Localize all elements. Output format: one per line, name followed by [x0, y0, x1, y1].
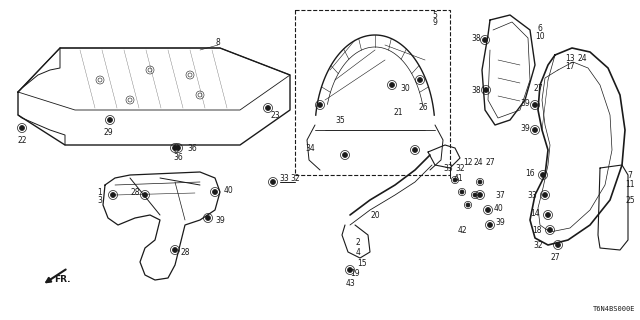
Text: 35: 35: [335, 116, 345, 124]
Text: 34: 34: [305, 143, 315, 153]
Text: FR.: FR.: [54, 276, 70, 284]
Text: 40: 40: [223, 186, 233, 195]
Circle shape: [483, 87, 488, 92]
Circle shape: [212, 189, 218, 195]
Circle shape: [486, 207, 490, 212]
Text: 9: 9: [433, 18, 437, 27]
Text: 27: 27: [550, 253, 560, 262]
Circle shape: [483, 37, 488, 43]
Text: 1: 1: [98, 188, 102, 196]
Circle shape: [175, 146, 180, 150]
Text: 17: 17: [565, 61, 575, 70]
Text: 12: 12: [463, 157, 473, 166]
Circle shape: [413, 148, 417, 153]
Circle shape: [545, 212, 550, 218]
Text: 14: 14: [530, 209, 540, 218]
Circle shape: [453, 178, 457, 182]
Text: 33: 33: [527, 190, 537, 199]
Text: 36: 36: [173, 153, 183, 162]
Text: 7: 7: [628, 171, 632, 180]
Circle shape: [541, 172, 545, 178]
Text: 37: 37: [495, 190, 505, 199]
Circle shape: [460, 190, 464, 194]
Circle shape: [19, 125, 24, 131]
Circle shape: [478, 180, 482, 184]
Text: T6N4BS000E: T6N4BS000E: [593, 306, 635, 312]
Text: 38: 38: [471, 85, 481, 94]
Text: 15: 15: [357, 260, 367, 268]
Text: 42: 42: [457, 226, 467, 235]
Text: 27: 27: [485, 157, 495, 166]
Text: 25: 25: [625, 196, 635, 204]
Text: 39: 39: [215, 215, 225, 225]
Text: 5: 5: [433, 11, 437, 20]
Circle shape: [532, 127, 538, 132]
Text: 33: 33: [279, 173, 289, 182]
Circle shape: [143, 193, 147, 197]
Circle shape: [417, 77, 422, 83]
Circle shape: [547, 228, 552, 233]
Text: 16: 16: [525, 169, 535, 178]
Text: 29: 29: [103, 127, 113, 137]
Circle shape: [271, 180, 275, 185]
Circle shape: [556, 243, 561, 247]
Circle shape: [477, 193, 483, 197]
Text: 43: 43: [345, 278, 355, 287]
Text: 4: 4: [356, 247, 360, 257]
Circle shape: [348, 268, 353, 273]
Text: 20: 20: [370, 211, 380, 220]
Text: 13: 13: [565, 53, 575, 62]
Text: 40: 40: [493, 204, 503, 212]
Bar: [295, 10, 450, 175]
Text: 18: 18: [532, 226, 541, 235]
Text: 36: 36: [187, 143, 197, 153]
Text: 39: 39: [520, 99, 530, 108]
Text: 33: 33: [443, 164, 453, 172]
Circle shape: [111, 193, 115, 197]
Text: 28: 28: [131, 188, 140, 196]
Text: 22: 22: [17, 135, 27, 145]
Text: 21: 21: [393, 108, 403, 116]
Circle shape: [532, 102, 538, 108]
Circle shape: [473, 193, 477, 197]
Text: 11: 11: [625, 180, 635, 188]
Text: 32: 32: [533, 241, 543, 250]
Circle shape: [173, 146, 177, 150]
Circle shape: [317, 102, 323, 108]
Circle shape: [488, 222, 493, 228]
Text: 39: 39: [495, 218, 505, 227]
Text: 10: 10: [535, 31, 545, 41]
Text: 32: 32: [455, 164, 465, 172]
Text: 24: 24: [577, 53, 587, 62]
Text: 27: 27: [533, 84, 543, 92]
Text: 8: 8: [216, 37, 220, 46]
Text: 3: 3: [97, 196, 102, 204]
Text: 26: 26: [418, 102, 428, 111]
Circle shape: [266, 106, 271, 110]
Circle shape: [390, 83, 394, 87]
Text: 32: 32: [290, 173, 300, 182]
Text: 38: 38: [471, 34, 481, 43]
Text: 39: 39: [520, 124, 530, 132]
Text: 23: 23: [270, 110, 280, 119]
Circle shape: [543, 193, 547, 197]
Text: 6: 6: [538, 23, 543, 33]
Text: 30: 30: [400, 84, 410, 92]
Circle shape: [108, 117, 113, 123]
Text: 24: 24: [473, 157, 483, 166]
Circle shape: [205, 215, 211, 220]
Text: 19: 19: [350, 269, 360, 278]
Text: 2: 2: [356, 237, 360, 246]
Circle shape: [173, 247, 177, 252]
Text: 41: 41: [453, 173, 463, 182]
Text: 28: 28: [180, 247, 189, 257]
Circle shape: [342, 153, 348, 157]
Circle shape: [466, 203, 470, 207]
